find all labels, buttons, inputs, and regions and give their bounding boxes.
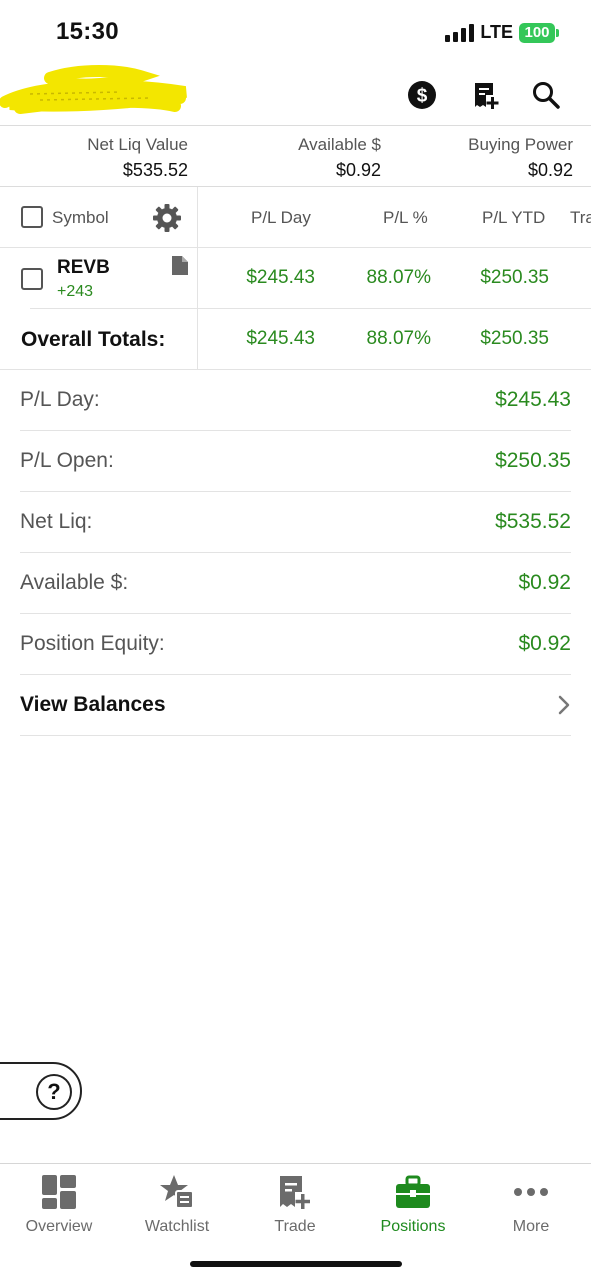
totals-row: Overall Totals: $245.43 88.07% $250.35: [0, 309, 591, 370]
tab-overview[interactable]: Overview: [0, 1174, 118, 1236]
svg-text:$: $: [417, 86, 428, 107]
tab-label: Watchlist: [144, 1218, 210, 1235]
tab-label: Positions: [380, 1218, 446, 1235]
row-divider: [0, 247, 591, 248]
summary-label: Net Liq Value: [87, 135, 188, 154]
summary-label: Buying Power: [468, 135, 573, 154]
document-icon[interactable]: [172, 256, 188, 280]
overview-icon: [41, 1174, 77, 1210]
watchlist-icon: [159, 1174, 195, 1210]
detail-label: Available $:: [20, 571, 129, 594]
network-type: LTE: [480, 22, 513, 42]
detail-value: $0.92: [518, 571, 571, 594]
totals-pl-ytd: $250.35: [480, 328, 549, 349]
tab-label: More: [512, 1218, 550, 1235]
status-bar: 15:30 LTE 100: [0, 0, 591, 60]
status-indicators: LTE 100: [445, 22, 559, 43]
summary-available: Available $ $0.92: [298, 135, 381, 181]
column-pl-pct[interactable]: P/L %: [383, 208, 428, 227]
row-divider: [30, 308, 591, 309]
table-row[interactable]: REVB +243 $245.43 88.07% $250.35: [0, 248, 591, 309]
tab-positions[interactable]: Positions: [354, 1174, 472, 1236]
summary-value: $535.52: [122, 160, 188, 180]
totals-label: Overall Totals:: [21, 328, 166, 351]
trade-icon: [277, 1174, 313, 1210]
tab-label: Trade: [274, 1218, 316, 1235]
detail-value: $535.52: [495, 510, 571, 533]
column-truncated[interactable]: Tra: [570, 208, 591, 227]
tab-watchlist[interactable]: Watchlist: [118, 1174, 236, 1236]
search-icon[interactable]: [529, 78, 563, 112]
detail-label: Position Equity:: [20, 632, 165, 655]
positions-table: Symbol P/L Day P/L % P/L YTD Tra: [0, 187, 591, 370]
summary-value: $0.92: [527, 160, 573, 180]
summary-label: Available $: [298, 135, 381, 154]
detail-row-pl-day: P/L Day: $245.43: [20, 370, 571, 431]
help-button[interactable]: ?: [0, 1062, 82, 1120]
chevron-right-icon: [558, 695, 570, 715]
detail-value: $245.43: [495, 388, 571, 411]
detail-value: $250.35: [495, 449, 571, 472]
detail-row-position-equity: Position Equity: $0.92: [20, 614, 571, 675]
redacted-logo: [0, 65, 187, 114]
detail-label: P/L Day:: [20, 388, 100, 411]
more-icon: [513, 1174, 549, 1210]
view-balances-label: View Balances: [20, 693, 166, 716]
table-header: Symbol P/L Day P/L % P/L YTD Tra: [0, 187, 591, 248]
totals-pl-day: $245.43: [246, 328, 315, 349]
detail-row-pl-open: P/L Open: $250.35: [20, 431, 571, 492]
help-icon: ?: [36, 1074, 72, 1110]
positions-icon: [395, 1174, 431, 1210]
app-header: $: [0, 62, 591, 126]
column-symbol[interactable]: Symbol: [52, 208, 109, 227]
account-details: P/L Day: $245.43 P/L Open: $250.35 Net L…: [20, 370, 571, 736]
column-pl-day[interactable]: P/L Day: [251, 208, 311, 227]
summary-buying-power: Buying Power $0.92: [468, 135, 573, 181]
totals-pl-pct: 88.07%: [366, 328, 431, 349]
row-checkbox[interactable]: [21, 268, 43, 290]
column-pl-ytd[interactable]: P/L YTD: [482, 208, 546, 227]
tab-bar: Overview Watchlist Trade Positions More: [0, 1163, 591, 1280]
battery-icon: 100: [519, 22, 559, 43]
detail-row-available: Available $: $0.92: [20, 553, 571, 614]
summary-net-liq: Net Liq Value $535.52: [87, 135, 188, 181]
position-pl-pct: 88.07%: [366, 267, 431, 288]
column-divider: [197, 187, 198, 370]
position-pl-day: $245.43: [246, 267, 315, 288]
position-symbol[interactable]: REVB: [57, 257, 110, 278]
status-time: 15:30: [56, 18, 119, 45]
signal-icon: [445, 23, 475, 42]
dollar-icon[interactable]: $: [405, 78, 439, 112]
gear-icon[interactable]: [151, 202, 183, 234]
select-all-checkbox[interactable]: [21, 206, 43, 228]
detail-row-net-liq: Net Liq: $535.52: [20, 492, 571, 553]
row-divider: [0, 369, 591, 370]
tab-more[interactable]: More: [472, 1174, 590, 1236]
home-indicator[interactable]: [190, 1261, 402, 1267]
detail-value: $0.92: [518, 632, 571, 655]
detail-label: P/L Open:: [20, 449, 114, 472]
account-summary: Net Liq Value $535.52 Available $ $0.92 …: [0, 127, 591, 187]
tab-trade[interactable]: Trade: [236, 1174, 354, 1236]
position-quantity: +243: [57, 283, 94, 300]
add-order-icon[interactable]: [469, 78, 503, 112]
view-balances-link[interactable]: View Balances: [20, 675, 571, 736]
summary-value: $0.92: [335, 160, 381, 180]
position-pl-ytd: $250.35: [480, 267, 549, 288]
tab-label: Overview: [25, 1218, 93, 1235]
detail-label: Net Liq:: [20, 510, 93, 533]
